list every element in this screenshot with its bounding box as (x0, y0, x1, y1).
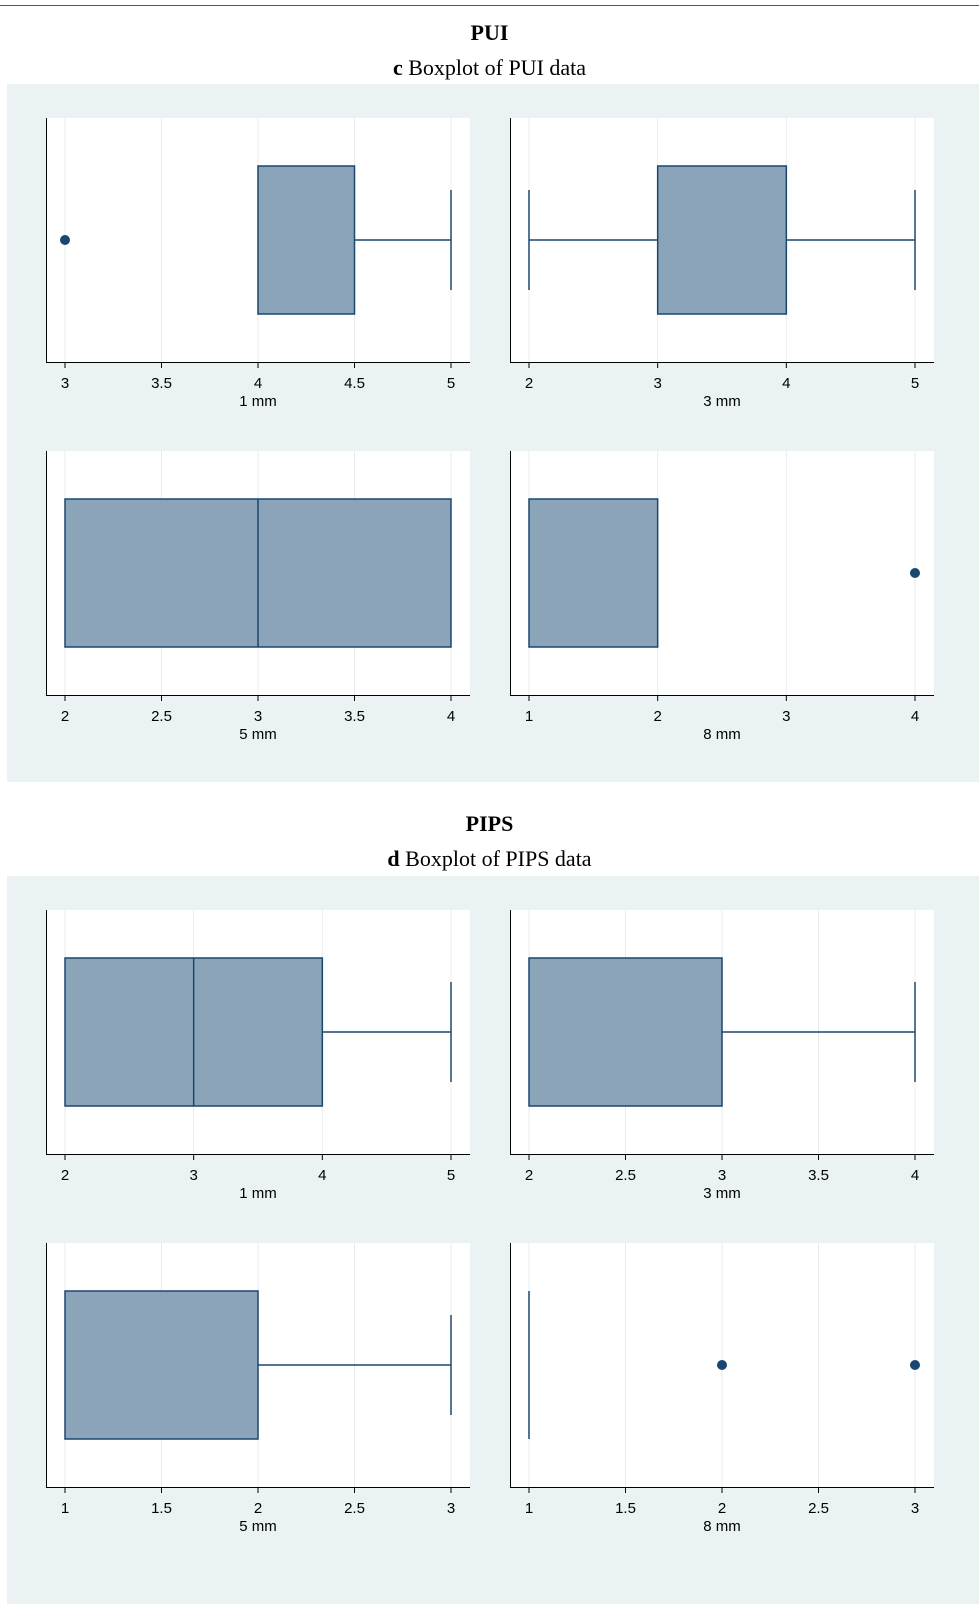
x-tick-label: 4 (254, 375, 262, 392)
x-tick-label: 2 (718, 1500, 726, 1517)
x-tick-label: 3 (61, 375, 69, 392)
x-tick-label: 1.5 (151, 1500, 172, 1517)
x-axis-title: 1 mm (239, 393, 277, 410)
x-tick-label: 4 (911, 708, 919, 725)
x-axis-title: 5 mm (239, 726, 277, 743)
x-tick-label: 2 (653, 708, 661, 725)
x-tick-label: 1 (525, 1500, 533, 1517)
x-tick-label: 2.5 (615, 1167, 636, 1184)
box (528, 957, 723, 1107)
box (64, 1290, 259, 1440)
x-tick-label: 5 (447, 1167, 455, 1184)
x-tick-label: 3 (911, 1500, 919, 1517)
x-tick-label: 5 (911, 375, 919, 392)
x-axis-title: 1 mm (239, 1185, 277, 1202)
boxplot-pips-8mm: 1 1.5 2 2.5 3 8 mm (510, 1243, 934, 1535)
x-tick-label: 4 (447, 708, 455, 725)
boxplot-pips-5mm: 1 1.5 2 2.5 3 5 mm (46, 1243, 470, 1535)
boxplot-pips-1mm: 2 3 4 5 1 mm (46, 910, 470, 1202)
x-tick-label: 2.5 (808, 1500, 829, 1517)
x-tick-label: 1 (525, 708, 533, 725)
x-tick-label: 3 (653, 375, 661, 392)
x-tick-label: 1 (61, 1500, 69, 1517)
boxplot-pui-1mm: 3 3.5 4 4.5 5 1 mm (46, 118, 470, 410)
x-tick-label: 4 (318, 1167, 326, 1184)
section-caption-pips: d Boxplot of PIPS data (0, 846, 979, 872)
boxplot-pui-3mm: 2 3 4 5 3 mm (510, 118, 934, 410)
x-tick-label: 4 (782, 375, 790, 392)
section-caption-pui: c Boxplot of PUI data (0, 55, 979, 81)
x-tick-label: 3 (447, 1500, 455, 1517)
x-tick-label: 3 (254, 708, 262, 725)
x-axis-title: 8 mm (703, 726, 741, 743)
boxplot-pips-3mm: 2 2.5 3 3.5 4 3 mm (510, 910, 934, 1202)
x-tick-label: 2 (254, 1500, 262, 1517)
x-tick-label: 2.5 (151, 708, 172, 725)
x-axis-title: 3 mm (703, 393, 741, 410)
x-tick-label: 2 (61, 1167, 69, 1184)
section-title-pui: PUI (470, 20, 509, 45)
x-tick-label: 3 (782, 708, 790, 725)
x-axis-title: 8 mm (703, 1518, 741, 1535)
x-tick-label: 2 (61, 708, 69, 725)
outlier-point (910, 568, 920, 578)
x-tick-label: 3.5 (151, 375, 172, 392)
x-axis-title: 5 mm (239, 1518, 277, 1535)
caption-letter: c (392, 55, 403, 80)
x-tick-label: 1.5 (615, 1500, 636, 1517)
top-rule (0, 5, 979, 6)
outlier-point (60, 235, 70, 245)
caption-text: Boxplot of PUI data (402, 55, 587, 80)
x-tick-label: 3 (189, 1167, 197, 1184)
boxplot-pui-5mm: 2 2.5 3 3.5 4 5 mm (46, 451, 470, 743)
box (656, 165, 788, 315)
x-tick-label: 3 (718, 1167, 726, 1184)
x-tick-label: 2 (525, 1167, 533, 1184)
caption-letter: d (387, 846, 400, 871)
x-tick-label: 3.5 (808, 1167, 829, 1184)
x-tick-label: 2 (525, 375, 533, 392)
boxplot-pui-8mm: 1 2 3 4 8 mm (510, 451, 934, 743)
x-tick-label: 4.5 (344, 375, 365, 392)
outlier-point (717, 1360, 727, 1370)
section-title-pips: PIPS (465, 811, 514, 836)
x-tick-label: 2.5 (344, 1500, 365, 1517)
box (528, 498, 659, 648)
box (257, 165, 356, 315)
x-tick-label: 3.5 (344, 708, 365, 725)
x-axis-title: 3 mm (703, 1185, 741, 1202)
x-tick-label: 5 (447, 375, 455, 392)
x-tick-label: 4 (911, 1167, 919, 1184)
outlier-point (910, 1360, 920, 1370)
caption-text: Boxplot of PIPS data (399, 846, 592, 871)
